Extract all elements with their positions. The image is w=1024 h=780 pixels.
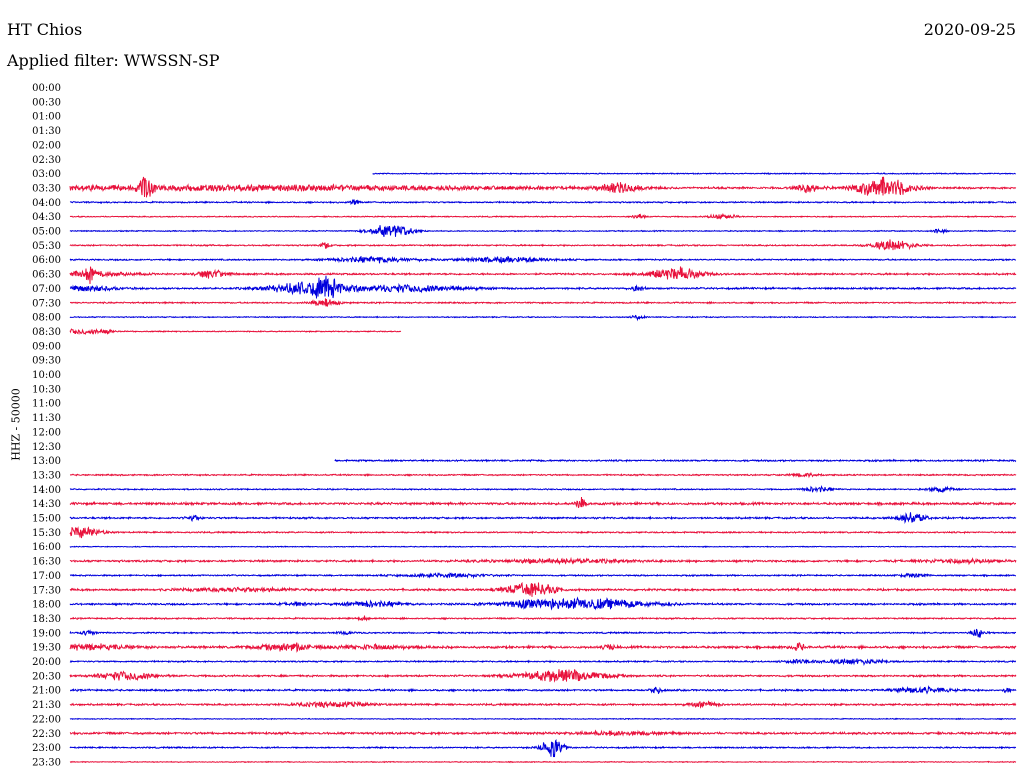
trace-2200 <box>69 717 1017 721</box>
y-tick-label: 11:00 <box>32 399 61 410</box>
trace-0430 <box>69 212 1017 220</box>
trace-0700 <box>69 275 1017 299</box>
filter-label: Applied filter: WWSSN-SP <box>7 51 220 70</box>
y-tick-label: 22:30 <box>32 729 61 740</box>
y-tick-label: 09:00 <box>32 341 61 352</box>
trace-1830 <box>70 615 1017 622</box>
y-tick-label: 16:30 <box>32 557 61 568</box>
y-tick-label: 05:30 <box>32 241 61 252</box>
y-tick-label: 00:30 <box>32 97 61 108</box>
seismic-traces <box>69 172 1017 764</box>
y-tick-label: 08:30 <box>32 327 61 338</box>
trace-2030 <box>69 669 1017 683</box>
y-tick-label: 14:30 <box>32 499 61 510</box>
station-title: HT Chios <box>7 20 83 39</box>
trace-1900 <box>69 628 1017 638</box>
trace-2300 <box>69 738 1017 758</box>
trace-1500 <box>69 512 1017 525</box>
y-tick-label: 07:30 <box>32 298 61 309</box>
trace-1930 <box>69 641 1017 653</box>
trace-0300 <box>372 172 1016 176</box>
trace-2130 <box>69 700 1017 709</box>
y-tick-label: 09:30 <box>32 356 61 367</box>
y-tick-label: 23:00 <box>32 743 61 754</box>
y-tick-labels: 00:00 00:30 01:00 01:30 02:00 02:30 03:00 03:30… <box>32 83 61 768</box>
y-tick-label: 00:00 <box>32 83 61 94</box>
y-tick-label: 02:30 <box>32 155 61 166</box>
trace-1300 <box>334 458 1017 463</box>
y-tick-label: 03:00 <box>32 169 61 180</box>
y-tick-label: 10:30 <box>32 384 61 395</box>
y-tick-label: 21:00 <box>32 686 61 697</box>
y-tick-label: 19:30 <box>32 643 61 654</box>
trace-2100 <box>69 684 1017 695</box>
y-tick-label: 07:00 <box>32 284 61 295</box>
y-tick-label: 10:00 <box>32 370 61 381</box>
date-label: 2020-09-25 <box>923 20 1016 39</box>
y-tick-label: 18:00 <box>32 600 61 611</box>
y-tick-label: 04:00 <box>32 198 61 209</box>
y-tick-label: 19:00 <box>32 628 61 639</box>
y-tick-label: 01:30 <box>32 126 61 137</box>
y-tick-label: 13:30 <box>32 470 61 481</box>
trace-1630 <box>69 556 1017 566</box>
y-tick-label: 20:00 <box>32 657 61 668</box>
y-tick-label: 21:30 <box>32 700 61 711</box>
trace-1330 <box>69 471 1017 479</box>
trace-0800 <box>69 314 1017 322</box>
y-tick-label: 02:00 <box>32 140 61 151</box>
trace-1430 <box>69 496 1017 508</box>
y-tick-label: 15:30 <box>32 528 61 539</box>
trace-0500 <box>69 225 1017 238</box>
y-tick-label: 12:30 <box>32 442 61 453</box>
trace-0530 <box>69 239 1017 251</box>
y-tick-label: 17:30 <box>32 585 61 596</box>
y-tick-label: 06:00 <box>32 255 61 266</box>
trace-0830 <box>69 328 402 336</box>
y-tick-label: 20:30 <box>32 671 61 682</box>
y-tick-label: 05:00 <box>32 227 61 238</box>
trace-1400 <box>69 485 1017 494</box>
y-tick-label: 17:00 <box>32 571 61 582</box>
trace-0730 <box>69 298 1017 307</box>
y-tick-label: 13:00 <box>32 456 61 467</box>
y-tick-label: 06:30 <box>32 270 61 281</box>
y-tick-label: 22:00 <box>32 714 61 725</box>
y-tick-label: 15:00 <box>32 514 61 525</box>
trace-1800 <box>69 596 1017 611</box>
trace-2000 <box>69 658 1017 666</box>
y-tick-label: 14:00 <box>32 485 61 496</box>
y-tick-label: 16:00 <box>32 542 61 553</box>
trace-0330 <box>69 176 1017 198</box>
trace-0400 <box>69 198 1017 206</box>
y-tick-label: 03:30 <box>32 183 61 194</box>
y-tick-label: 23:30 <box>32 757 61 768</box>
trace-1700 <box>69 572 1017 580</box>
trace-1730 <box>69 581 1017 597</box>
trace-1530 <box>69 526 1017 539</box>
y-tick-label: 11:30 <box>32 413 61 424</box>
y-tick-label: 04:30 <box>32 212 61 223</box>
y-tick-label: 12:00 <box>32 427 61 438</box>
trace-2330 <box>69 760 1017 764</box>
trace-1600 <box>69 545 1017 549</box>
y-tick-label: 01:00 <box>32 112 61 123</box>
trace-0630 <box>69 266 1017 285</box>
y-tick-label: 08:00 <box>32 313 61 324</box>
trace-0600 <box>69 255 1017 265</box>
trace-2230 <box>69 729 1017 737</box>
y-tick-label: 18:30 <box>32 614 61 625</box>
